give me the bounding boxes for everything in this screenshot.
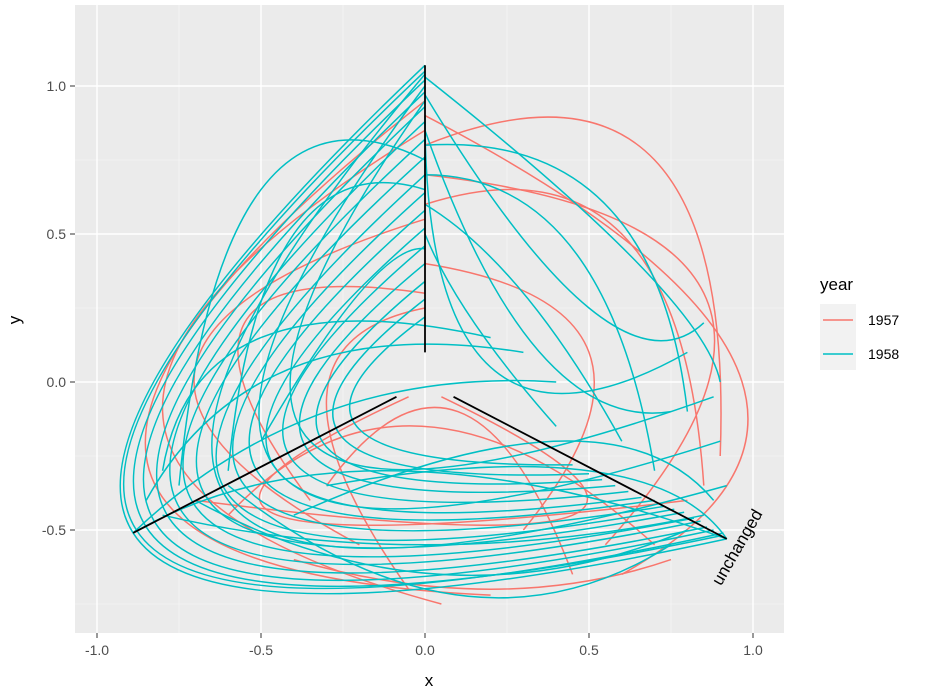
curve-1958-28 [132,379,557,534]
curve-1957-5 [424,174,716,546]
curve-1957-14 [424,116,722,457]
y-tick-label: 0.5 [47,226,67,242]
curve-1958-5 [169,120,701,566]
curve-1958-38 [424,143,689,412]
x-tick-label: 0.5 [579,642,599,658]
curve-1958-39 [424,233,557,427]
curve-1958-6 [182,138,695,558]
x-ticks: -1.0 -0.5 0.0 0.5 1.0 [85,633,763,658]
y-ticks: -0.5 0.0 0.5 1.0 [42,78,75,538]
curve-1958-35 [260,247,426,442]
y-tick-label: -0.5 [42,522,66,538]
legend: year 1957 1958 [820,275,899,370]
curve-1958-37 [424,174,656,471]
curve-1958-18 [258,85,721,510]
ternary-axis-2 [453,396,728,540]
curve-1958-31 [326,465,728,540]
curve-1958-33 [227,181,426,471]
curve-1957-6 [424,114,749,576]
curve-1958-26 [195,499,688,577]
curve-1958-30 [161,320,491,471]
curve-1958-8 [215,174,675,542]
curve-1958-9 [231,192,665,532]
x-axis-title: x [425,671,434,690]
curve-1958-10 [248,209,655,521]
x-tick-label: -0.5 [249,642,273,658]
x-tick-label: 1.0 [743,642,763,658]
legend-title: year [820,275,853,294]
curve-1958-3 [142,91,714,581]
curve-1958-32 [293,440,715,516]
y-tick-label: 0.0 [47,374,67,390]
curve-1958-27 [227,485,672,599]
legend-label-1957: 1957 [868,312,899,328]
curve-1958-22 [424,94,705,342]
ternary-axis-1 [132,396,397,534]
curve-1958-17 [211,73,727,550]
curve-1958-13 [298,263,616,494]
x-tick-label: -1.0 [85,642,109,658]
curve-1958-16 [348,316,573,466]
curve-1958-34 [178,139,426,486]
curve-1958-23 [424,76,721,383]
axes-lines [132,65,728,540]
curve-1957-8 [195,396,589,527]
curve-1958-14 [315,280,603,485]
curve-1958-12 [282,245,629,504]
curves [119,64,749,605]
curve-1958-7 [195,156,685,549]
series-1958 [119,64,728,599]
curve-1957-11 [424,188,705,486]
curve-1958-25 [162,514,704,546]
plot-panel [75,5,784,633]
curve-1958-21 [424,130,672,414]
x-tick-label: 0.0 [415,642,435,658]
curve-1958-29 [145,343,524,501]
curve-1957-10 [325,406,574,575]
curve-1957-4 [424,262,595,531]
y-axis-title: y [5,315,24,324]
legend-label-1958: 1958 [868,346,899,362]
curve-1958-20 [424,115,688,395]
curve-1957-9 [227,425,656,546]
curve-1958-4 [156,106,708,574]
curve-1957-2 [161,129,442,605]
y-tick-label: 1.0 [47,78,67,94]
curve-1958-36 [424,203,623,442]
curve-1957-7 [258,396,688,527]
